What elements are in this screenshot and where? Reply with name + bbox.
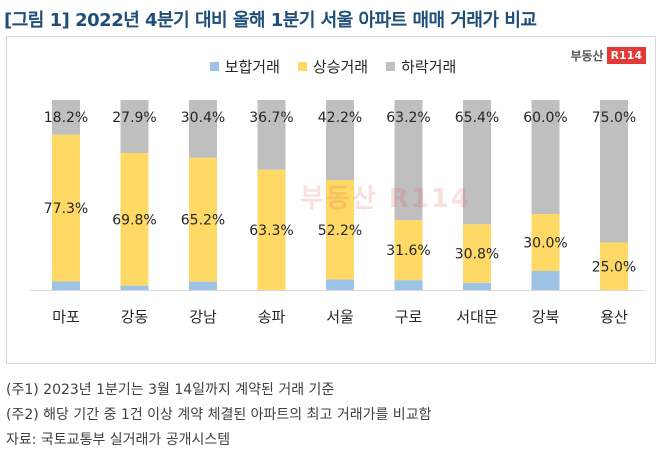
bar-fall — [326, 100, 354, 181]
bar-rise — [257, 169, 286, 290]
category-label: 강북 — [532, 308, 560, 326]
data-label-fall: 36.7% — [249, 110, 293, 126]
bar-fall — [531, 100, 560, 214]
legend-label-flat: 보합거래 — [224, 58, 280, 76]
bar-rise — [394, 220, 423, 281]
bar-fall — [600, 100, 628, 243]
footnote-1: (주1) 2023년 1분기는 3월 14일까지 계약된 거래 기준 — [6, 382, 335, 398]
bar-flat — [463, 282, 491, 290]
category-label: 송파 — [258, 308, 286, 326]
chart-title: [그림 1] 2022년 4분기 대비 올해 1분기 서울 아파트 매매 거래가… — [4, 10, 537, 31]
data-label-fall: 27.9% — [112, 110, 156, 126]
bar-fall — [120, 100, 149, 154]
bar-rise — [600, 242, 628, 290]
bar-rise — [120, 153, 149, 286]
bar-fall — [189, 100, 217, 158]
data-label-rise: 52.2% — [318, 223, 362, 239]
chart-legend: 보합거래 상승거래 하락거래 — [0, 56, 666, 77]
bar-rise — [531, 214, 560, 271]
footnotes: (주1) 2023년 1분기는 3월 14일까지 계약된 거래 기준 (주2) … — [6, 378, 431, 453]
watermark: 부동산 R114 — [300, 184, 472, 214]
data-label-fall: 65.4% — [455, 110, 499, 126]
legend-swatch-fall — [386, 62, 396, 71]
bar-fall — [463, 100, 491, 225]
data-label-rise: 77.3% — [44, 201, 88, 217]
bar-flat — [189, 281, 217, 290]
data-label-rise: 31.6% — [386, 243, 430, 259]
legend-item-rise: 상승거래 — [297, 56, 369, 77]
legend-label-fall: 하락거래 — [401, 58, 457, 76]
legend-label-rise: 상승거래 — [312, 58, 369, 76]
data-label-rise: 30.8% — [455, 247, 499, 263]
bar-flat — [531, 271, 560, 290]
bar-rise — [189, 157, 217, 282]
data-label-fall: 60.0% — [523, 110, 567, 126]
data-label-fall: 18.2% — [44, 110, 88, 126]
bar-flat — [52, 281, 80, 290]
data-label-rise: 69.8% — [112, 212, 156, 228]
data-label-fall: 63.2% — [386, 110, 430, 126]
footnote-2: (주2) 해당 기간 중 1건 이상 계약 체결된 아파트의 최고 거래가를 비… — [6, 407, 432, 423]
source-note: 자료: 국토교통부 실거래가 공개시스템 — [6, 432, 231, 448]
bar-fall — [394, 100, 423, 221]
category-label: 강동 — [121, 308, 149, 326]
bar-rise — [463, 224, 491, 283]
category-label: 용산 — [600, 308, 628, 326]
legend-swatch-rise — [297, 62, 307, 71]
category-label: 마포 — [52, 308, 80, 326]
bar-fall — [52, 100, 80, 135]
data-label-rise: 25.0% — [592, 259, 636, 275]
r114-logo: 부동산 R114 — [570, 47, 646, 64]
legend-item-fall: 하락거래 — [386, 56, 456, 77]
category-label: 강남 — [189, 308, 217, 326]
logo-badge: R114 — [606, 47, 646, 64]
category-label: 서대문 — [456, 308, 498, 326]
data-label-fall: 30.4% — [181, 110, 225, 126]
data-label-rise: 65.2% — [181, 213, 225, 229]
category-label: 서울 — [326, 308, 354, 326]
bar-fall — [257, 100, 286, 170]
data-label-rise: 63.3% — [249, 223, 293, 239]
data-label-fall: 75.0% — [592, 110, 636, 126]
logo-text: 부동산 — [570, 49, 604, 63]
bar-flat — [326, 279, 354, 290]
legend-swatch-flat — [209, 62, 219, 71]
data-label-fall: 42.2% — [318, 110, 362, 126]
bar-flat — [394, 280, 423, 290]
bar-rise — [52, 134, 80, 282]
category-label: 구로 — [395, 308, 423, 326]
bar-flat — [120, 285, 149, 290]
legend-item-flat: 보합거래 — [209, 56, 280, 77]
data-label-rise: 30.0% — [523, 236, 567, 252]
bar-rise — [326, 180, 354, 280]
